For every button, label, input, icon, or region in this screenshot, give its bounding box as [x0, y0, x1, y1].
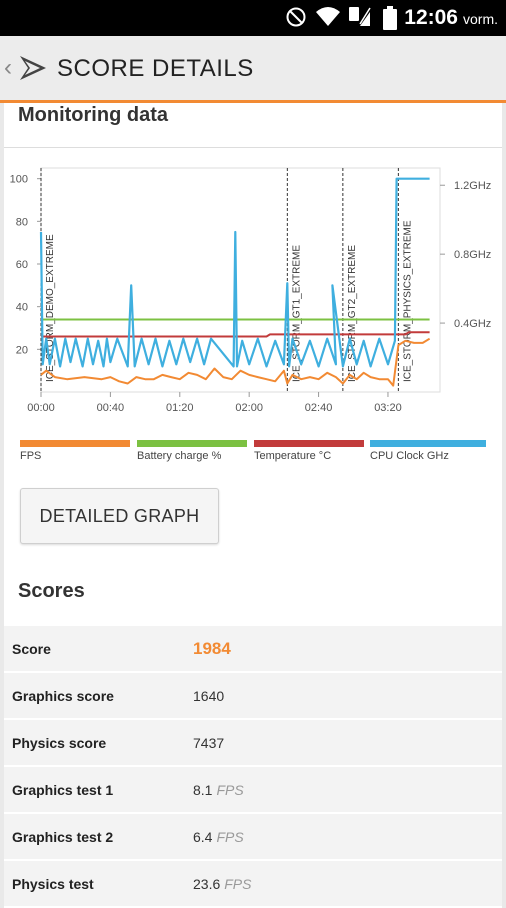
graphics-score-value: 1640 — [193, 688, 225, 704]
graphics-test-2-value: 6.4 FPS — [193, 829, 244, 845]
physics-test-value: 23.6 FPS — [193, 876, 251, 892]
sim-icon — [349, 7, 371, 26]
graphics-test-2-unit: FPS — [216, 829, 244, 845]
test-marker-label: ICE_STORM_GT1_EXTREME — [291, 245, 302, 382]
y-right-tick-label: 1.2GHz — [454, 180, 491, 192]
legend-label: Battery charge % — [137, 450, 222, 462]
graphics-test-2-label: Graphics test 2 — [12, 829, 114, 845]
legend-label: Temperature °C — [254, 450, 332, 462]
graphics-test-1-value: 8.1 FPS — [193, 782, 244, 798]
physics-test-label: Physics test — [12, 876, 94, 892]
y-left-tick-label: 100 — [10, 174, 28, 186]
legend-swatch — [137, 440, 247, 447]
monitoring-chart[interactable]: 20 40 60 80 100 0.4GHz 0.8GHz 1.2GHz 00:00 00:40 0… — [0, 150, 506, 430]
scores-heading: Scores — [18, 580, 85, 602]
monitoring-heading: Monitoring data — [18, 104, 168, 126]
divider — [4, 147, 502, 148]
x-tick-label: 02:00 — [235, 402, 263, 414]
x-tick-label: 00:00 — [27, 402, 55, 414]
scores-table: Score 1984 Graphics score 1640 Physics s… — [4, 626, 502, 908]
x-tick-label: 02:40 — [305, 402, 333, 414]
legend-label: CPU Clock GHz — [370, 450, 449, 462]
score-row-graphics-test-1: Graphics test 1 8.1 FPS — [4, 767, 502, 814]
wifi-icon — [316, 7, 340, 26]
battery-icon — [383, 6, 397, 30]
clock-time: 12:06 — [404, 6, 458, 29]
graphics-test-1-label: Graphics test 1 — [12, 782, 114, 798]
physics-score-label: Physics score — [12, 735, 107, 751]
score-row-graphics: Graphics score 1640 — [4, 673, 502, 720]
score-row-total: Score 1984 — [4, 626, 502, 673]
series-line-fps — [40, 337, 431, 387]
y-left-tick-label: 60 — [16, 259, 28, 271]
x-tick-label: 03:20 — [374, 402, 402, 414]
graphics-test-1-number: 8.1 — [193, 782, 213, 798]
physics-test-unit: FPS — [224, 876, 252, 892]
y-right-tick-label: 0.4GHz — [454, 318, 491, 330]
test-marker-label: ICE_STORM_PHYSICS_EXTREME — [402, 220, 413, 382]
x-tick-label: 01:20 — [166, 402, 194, 414]
back-chevron-icon[interactable]: ‹ — [4, 54, 12, 81]
page-title: SCORE DETAILS — [57, 55, 254, 82]
legend-swatch — [370, 440, 486, 447]
y-left-tick-label: 80 — [16, 216, 28, 228]
app-bar: ‹ SCORE DETAILS — [0, 36, 506, 103]
app-logo-icon[interactable] — [16, 50, 50, 84]
y-left-tick-label: 40 — [16, 302, 28, 314]
physics-score-value: 7437 — [193, 735, 225, 751]
test-marker-label: ICE_STORM_GT2_EXTREME — [347, 245, 358, 382]
do-not-disturb-icon — [286, 7, 306, 27]
legend-swatch — [20, 440, 130, 447]
score-row-physics: Physics score 7437 — [4, 720, 502, 767]
graphics-score-label: Graphics score — [12, 688, 114, 704]
score-row-graphics-test-2: Graphics test 2 6.4 FPS — [4, 814, 502, 861]
score-row-physics-test: Physics test 23.6 FPS — [4, 861, 502, 908]
y-right-tick-label: 0.8GHz — [454, 249, 491, 261]
x-tick-label: 00:40 — [97, 402, 125, 414]
detailed-graph-button[interactable]: DETAILED GRAPH — [20, 488, 219, 544]
legend-label: FPS — [20, 450, 42, 462]
status-bar: 12:06 vorm. — [0, 0, 506, 36]
series-line-cpu-clock-ghz — [39, 177, 430, 368]
y-left-tick-label: 20 — [16, 344, 28, 356]
score-value: 1984 — [193, 639, 231, 658]
score-label: Score — [12, 641, 51, 657]
graphics-test-1-unit: FPS — [216, 782, 244, 798]
graphics-test-2-number: 6.4 — [193, 829, 213, 845]
test-marker-label: ICE_STORM_DEMO_EXTREME — [45, 234, 56, 382]
clock-ampm: vorm. — [463, 11, 498, 27]
legend-swatch — [254, 440, 364, 447]
physics-test-number: 23.6 — [193, 876, 221, 892]
